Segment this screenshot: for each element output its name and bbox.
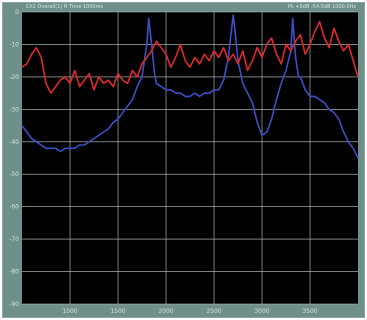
y-tick-label: -50 [9,171,19,178]
blue-series-line [21,14,359,159]
tick-labels: 0 -10 -20 -30 -40 -50 -60 -70 -80 -90 1000 1500 2000… [9,9,318,315]
y-tick-label: -60 [9,204,19,211]
plot-background [22,12,358,304]
x-tick-label: 3500 [302,308,317,315]
y-tick-label: -80 [9,269,19,276]
y-tick-label: -70 [9,236,19,243]
series-group [21,14,359,159]
x-tick-label: 3000 [254,308,269,315]
y-tick-label: 0 [15,9,19,16]
x-tick-label: 1000 [62,308,77,315]
y-tick-label: -90 [9,301,19,308]
x-tick-label: 1500 [110,308,125,315]
y-tick-label: -20 [9,74,19,81]
header-right-text: Pk +5dB -54.5dB 1000.0Hz [287,4,356,10]
y-tick-label: -30 [9,106,19,113]
x-tick-label: 2000 [158,308,173,315]
header-left-text: Ch1 Overall(1) R Time 1000ms [26,4,104,10]
chart-header: Ch1 Overall(1) R Time 1000ms Pk +5dB -54… [20,2,360,12]
y-tick-label: -40 [9,139,19,146]
gridlines [22,11,358,305]
y-tick-label: -10 [9,41,19,48]
x-tick-label: 2500 [206,308,221,315]
red-series-line [21,20,359,94]
